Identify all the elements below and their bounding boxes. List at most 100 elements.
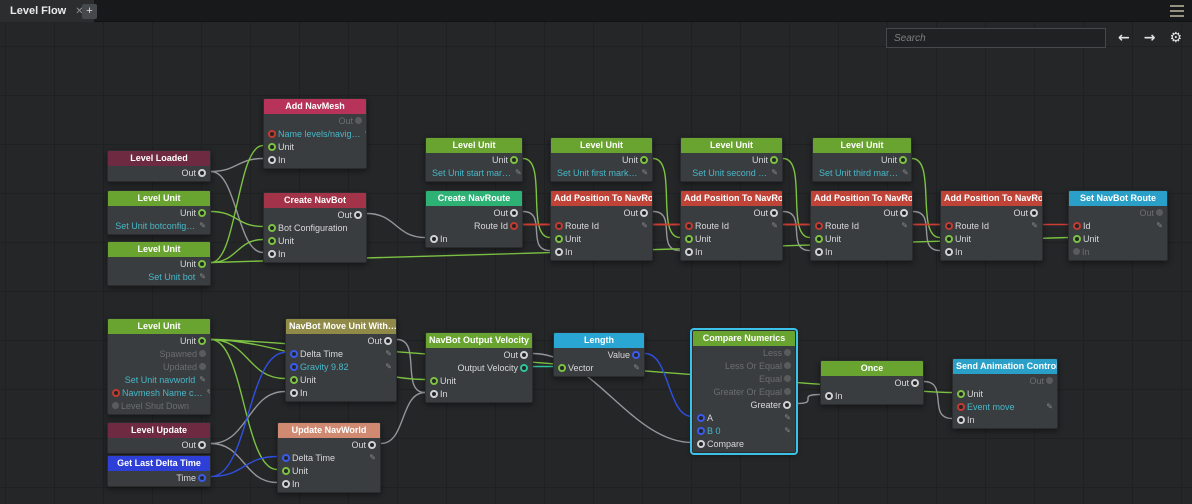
spawned-port[interactable] bbox=[199, 350, 206, 357]
wire-lufirst-0-to-addpos2-2[interactable] bbox=[652, 157, 681, 239]
out-port[interactable] bbox=[198, 440, 206, 449]
equal-port[interactable] bbox=[784, 375, 791, 382]
search-input[interactable] bbox=[885, 28, 1106, 48]
in-port[interactable] bbox=[430, 234, 438, 243]
wire-lusecond-0-to-addpos3-2[interactable] bbox=[782, 157, 811, 239]
edit-value-icon[interactable]: ✎ bbox=[784, 426, 791, 435]
node-title[interactable]: Level Update bbox=[108, 423, 210, 438]
node-compare-numerics[interactable]: Compare Numerics Less Less Or Equal Equal Gr… bbox=[692, 330, 796, 453]
node-title[interactable]: Level Loaded bbox=[108, 151, 210, 166]
out-port[interactable] bbox=[520, 350, 528, 359]
node-title[interactable]: Add NavMesh bbox=[264, 99, 366, 114]
bot-configuration-port[interactable] bbox=[268, 223, 276, 232]
id-port[interactable] bbox=[1073, 221, 1081, 230]
edit-value-icon[interactable]: ✎ bbox=[363, 129, 366, 138]
wire-addpos1-0-to-addpos2-3[interactable] bbox=[652, 210, 681, 252]
node-title[interactable]: Level Unit bbox=[108, 319, 210, 334]
node-set-navbot-route[interactable]: Set NavBot Route Out Id ✎ Unit In bbox=[1068, 190, 1168, 261]
out-port[interactable] bbox=[640, 208, 648, 217]
out-port[interactable] bbox=[384, 336, 392, 345]
in-port[interactable] bbox=[555, 247, 563, 256]
edit-value-icon[interactable]: ✎ bbox=[385, 349, 392, 358]
wire-getdelta-0-to-updatenavworld-1[interactable] bbox=[210, 455, 278, 478]
in-port[interactable] bbox=[815, 247, 823, 256]
edit-value-icon[interactable]: ✎ bbox=[199, 375, 206, 384]
unit-port[interactable] bbox=[957, 389, 965, 398]
node-title[interactable]: Add Position To NavRo… bbox=[941, 191, 1042, 206]
node-title[interactable]: Update NavWorld bbox=[278, 423, 380, 438]
edit-value-icon[interactable]: ✎ bbox=[641, 168, 649, 177]
wire-levelupdate-0-to-updatenavworld-3[interactable] bbox=[210, 442, 278, 484]
edit-value-icon[interactable]: ✎ bbox=[369, 453, 376, 462]
gravity-9-82-port[interactable] bbox=[290, 362, 298, 371]
navmesh-name-c-port[interactable] bbox=[112, 388, 120, 397]
node-title[interactable]: NavBot Output Velocity bbox=[426, 333, 532, 348]
node-title[interactable]: Once bbox=[821, 361, 923, 376]
wire-compare-4-to-once-1[interactable] bbox=[795, 393, 821, 405]
route-id-port[interactable] bbox=[510, 221, 518, 230]
menu-icon[interactable] bbox=[1170, 5, 1184, 17]
wire-addpos2-0-to-addpos3-3[interactable] bbox=[782, 210, 811, 252]
out-port[interactable] bbox=[1156, 209, 1163, 216]
route-id-port[interactable] bbox=[815, 221, 823, 230]
delta-time-port[interactable] bbox=[290, 349, 298, 358]
add-tab-button[interactable]: + bbox=[82, 4, 97, 19]
out-port[interactable] bbox=[355, 117, 362, 124]
in-port[interactable] bbox=[268, 249, 276, 258]
edit-value-icon[interactable]: ✎ bbox=[385, 362, 392, 371]
in-port[interactable] bbox=[282, 479, 290, 488]
in-port[interactable] bbox=[957, 415, 965, 424]
unit-port[interactable] bbox=[198, 259, 206, 268]
node-title[interactable]: Level Unit bbox=[426, 138, 522, 153]
node-send-animation-control[interactable]: Send Animation Control… Out Unit Event move… bbox=[952, 358, 1058, 429]
node-level-unit[interactable]: Level Unit Unit Set Unit start mar… ✎ bbox=[425, 137, 523, 182]
out-port[interactable] bbox=[770, 208, 778, 217]
wire-createnavroute-0-to-addpos1-3[interactable] bbox=[522, 210, 551, 252]
node-title[interactable]: Create NavBot bbox=[264, 193, 366, 208]
unit-port[interactable] bbox=[290, 375, 298, 384]
output-velocity-port[interactable] bbox=[520, 363, 528, 372]
unit-port[interactable] bbox=[685, 234, 693, 243]
wire-getdelta-0-to-navbotmove-1[interactable] bbox=[210, 351, 286, 478]
b-0-port[interactable] bbox=[697, 426, 705, 435]
node-title[interactable]: Level Unit bbox=[551, 138, 652, 153]
node-create-navbot[interactable]: Create NavBot Out Bot Configuration Unit In bbox=[263, 192, 367, 263]
delta-time-port[interactable] bbox=[282, 453, 290, 462]
node-title[interactable]: Level Unit bbox=[681, 138, 782, 153]
in-port[interactable] bbox=[268, 155, 276, 164]
route-id-port[interactable] bbox=[555, 221, 563, 230]
wire-once-0-to-sendanim-3[interactable] bbox=[923, 380, 953, 420]
unit-port[interactable] bbox=[268, 142, 276, 151]
node-title[interactable]: Length bbox=[554, 333, 644, 348]
node-title[interactable]: Add Position To NavRo… bbox=[681, 191, 782, 206]
node-level-unit[interactable]: Level Unit Unit Set Unit first mark… ✎ bbox=[550, 137, 653, 182]
wire-addpos3-0-to-addpos4-3[interactable] bbox=[912, 210, 941, 252]
node-title[interactable]: Set NavBot Route bbox=[1069, 191, 1167, 206]
node-create-navroute[interactable]: Create NavRoute Out Route Id In bbox=[425, 190, 523, 248]
wire-levelloaded-0-to-createnavbot-3[interactable] bbox=[210, 170, 264, 254]
node-add-position-to-navro[interactable]: Add Position To NavRo… Out Route Id ✎ Unit In bbox=[680, 190, 783, 261]
node-update-navworld[interactable]: Update NavWorld Out Delta Time ✎ Unit In bbox=[277, 422, 381, 493]
node-title[interactable]: Send Animation Control… bbox=[953, 359, 1057, 374]
node-title[interactable]: Level Unit bbox=[813, 138, 911, 153]
greater-port[interactable] bbox=[783, 400, 791, 409]
node-title[interactable]: Add Position To NavRo… bbox=[551, 191, 652, 206]
tab-level-flow[interactable]: Level Flow ✕ bbox=[0, 0, 94, 22]
name-levels-navig-port[interactable] bbox=[268, 129, 276, 138]
edit-value-icon[interactable]: ✎ bbox=[641, 221, 648, 230]
out-port[interactable] bbox=[354, 210, 362, 219]
edit-value-icon[interactable]: ✎ bbox=[206, 388, 210, 397]
wire-levelloaded-0-to-addnavmesh-3[interactable] bbox=[210, 157, 264, 173]
wire-luthird-0-to-addpos4-2[interactable] bbox=[911, 157, 941, 239]
unit-port[interactable] bbox=[945, 234, 953, 243]
node-get-last-delta-time[interactable]: Get Last Delta Time Time bbox=[107, 455, 211, 487]
out-port[interactable] bbox=[1046, 377, 1053, 384]
unit-port[interactable] bbox=[815, 234, 823, 243]
wire-lubig-0-to-navbotmove-3[interactable] bbox=[210, 338, 286, 380]
node-add-position-to-navro[interactable]: Add Position To NavRo… Out Route Id ✎ Unit In bbox=[550, 190, 653, 261]
wire-createnavbot-0-to-createnavroute-2[interactable] bbox=[366, 212, 426, 239]
out-port[interactable] bbox=[1030, 208, 1038, 217]
wire-lubot-0-to-addnavmesh-2[interactable] bbox=[210, 144, 264, 264]
node-title[interactable]: Create NavRoute bbox=[426, 191, 522, 206]
node-level-unit[interactable]: Level Unit Unit Set Unit third mar… ✎ bbox=[812, 137, 912, 182]
